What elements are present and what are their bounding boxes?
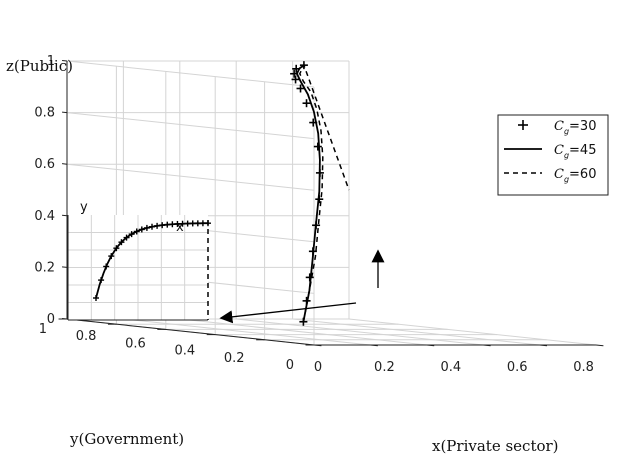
axes: 00.20.40.60.8100.20.40.60.8100.20.40.60.… — [34, 54, 604, 375]
legend: Cg=30 Cg=45 Cg=60 — [497, 114, 609, 196]
y-tick-label: 0.8 — [76, 329, 97, 344]
legend-label: Cg=30 — [554, 119, 596, 136]
y-tick-label: 0.6 — [125, 336, 146, 351]
y-tick-label: 1 — [39, 322, 47, 337]
series-line-cg45 — [295, 64, 321, 322]
direction-arrows — [219, 249, 385, 324]
arrow-to-inset — [219, 302, 357, 324]
x-axis-label: x(Private sector) — [432, 437, 559, 455]
x-tick-label: 0 — [314, 360, 322, 375]
z-tick-label: 0.4 — [34, 209, 55, 224]
plus-marker — [291, 75, 300, 84]
x-tick-label: 0.2 — [374, 360, 395, 375]
z-axis-label: z(Public) — [6, 57, 73, 75]
y-tick-label: 0.2 — [224, 351, 245, 366]
y-tick-label: 0 — [286, 358, 294, 373]
z-tick-label: 0 — [47, 312, 55, 327]
z-tick-label: 0.2 — [34, 260, 55, 275]
plus-marker — [296, 84, 305, 93]
y-tick-label: 0.4 — [175, 344, 196, 359]
z-tick-label: 0.8 — [34, 106, 55, 121]
plus-marker — [313, 142, 322, 151]
x-tick-label: 0.4 — [440, 360, 461, 375]
series-line-cg60 — [298, 63, 350, 322]
x-tick-label: 0.6 — [507, 360, 528, 375]
series-layer — [290, 61, 350, 326]
axis-labels: z(Public) y(Government) x(Private sector… — [6, 57, 559, 455]
inset-y-label: y — [80, 200, 88, 215]
inset-plot: yx — [67, 200, 211, 321]
legend-box — [497, 114, 609, 196]
z-tick-label: 1 — [47, 54, 55, 69]
z-tick-label: 0.6 — [34, 157, 55, 172]
x-tick-label: 0.8 — [573, 360, 594, 375]
plus-marker — [302, 99, 311, 108]
inset-x-label: x — [176, 220, 184, 235]
legend-label: Cg=60 — [554, 167, 596, 184]
legend-label: Cg=45 — [554, 143, 596, 160]
y-axis-label: y(Government) — [69, 430, 184, 448]
